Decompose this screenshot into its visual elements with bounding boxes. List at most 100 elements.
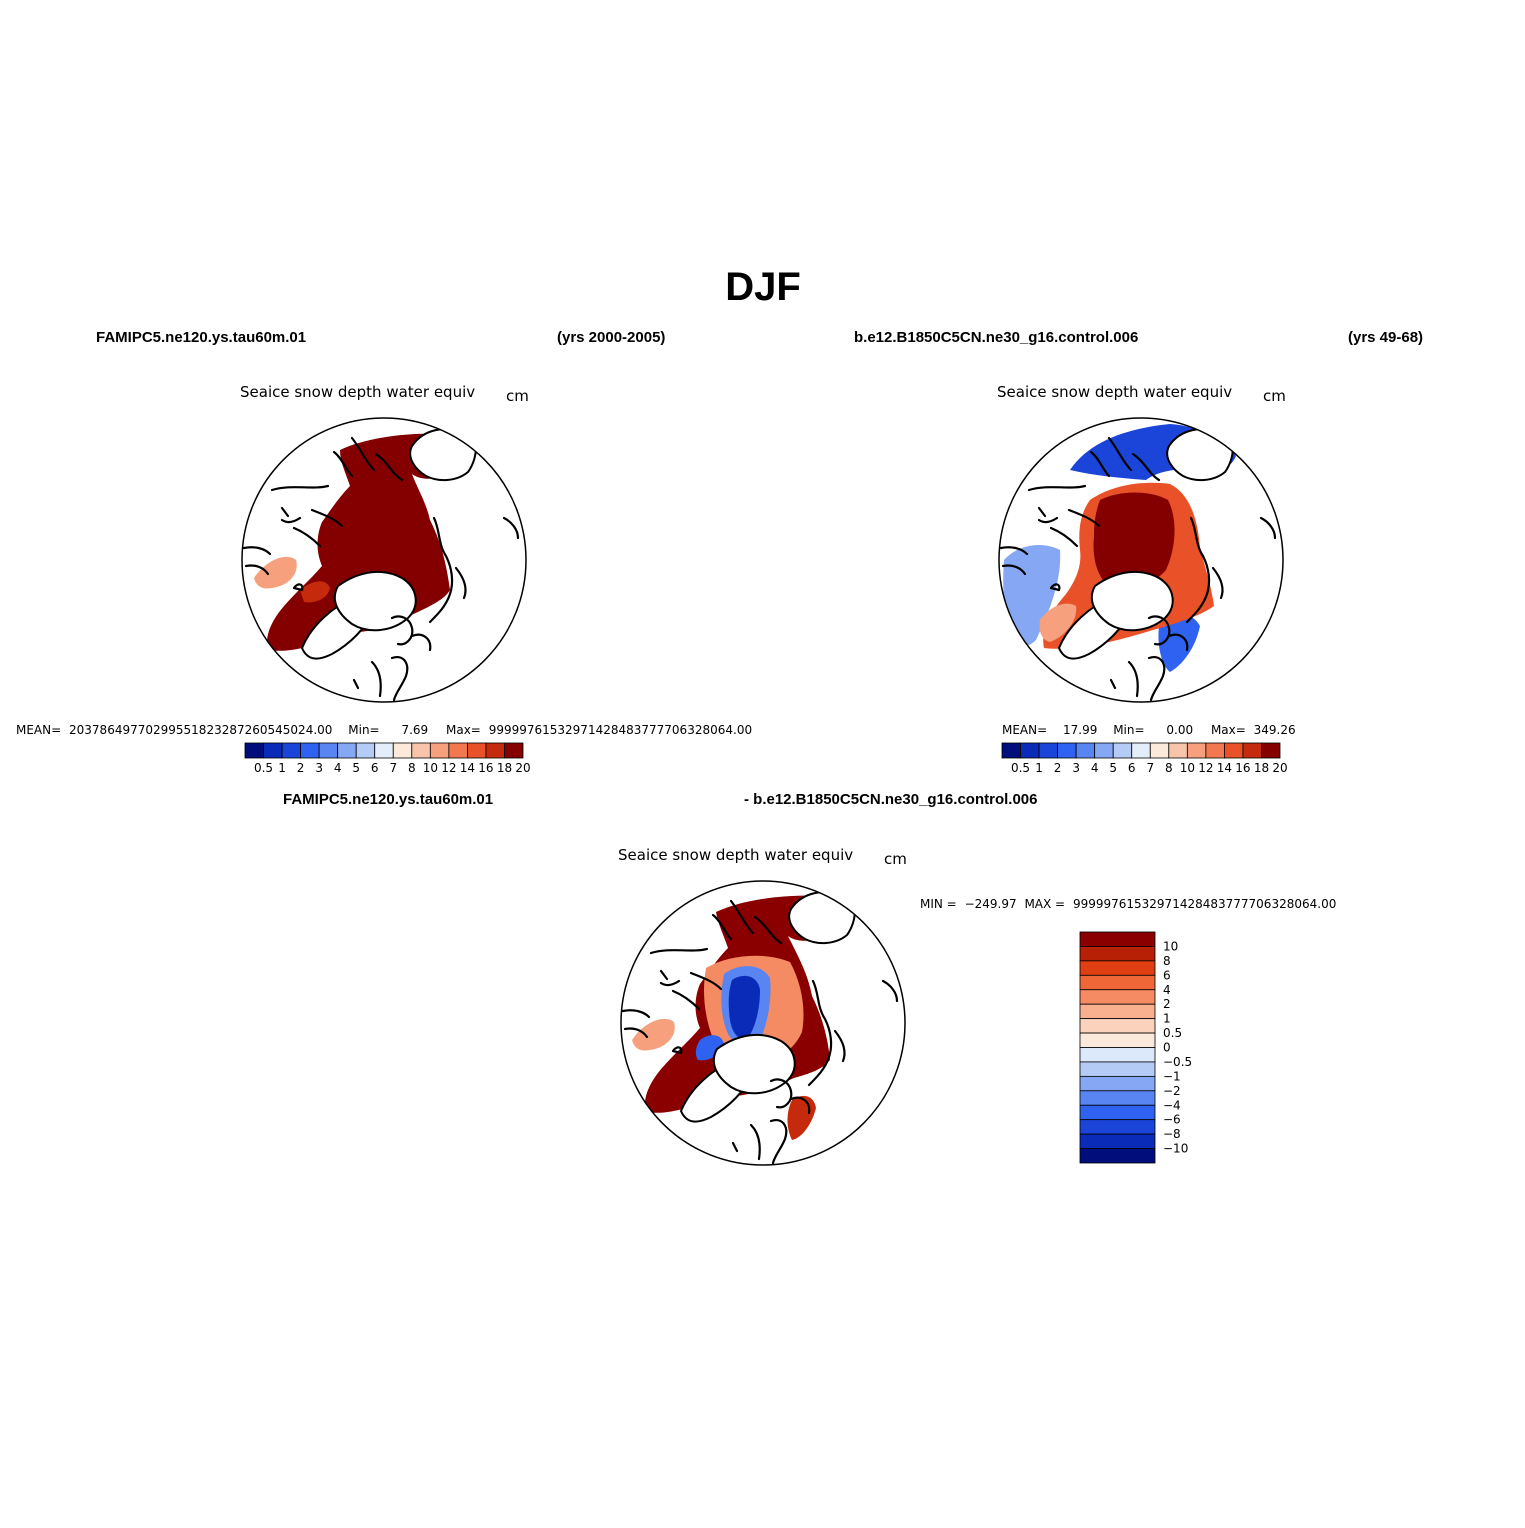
colorbar-cell <box>263 742 283 759</box>
panel-a-colorbar: 0.5 1 2 3 4 5 6 7 8 10 12 14 16 18 20 <box>244 742 531 775</box>
colorbar-cell <box>1205 742 1225 759</box>
colorbar-tick-label: 8 <box>408 761 416 775</box>
colorbar-cell <box>1079 1133 1156 1149</box>
colorbar-tick-label: 16 <box>478 761 493 775</box>
panel-a-min-label: Min= <box>348 723 379 737</box>
colorbar-cell <box>1079 1018 1156 1034</box>
colorbar-cell <box>411 742 431 759</box>
panel-b-case-label: b.e12.B1850C5CN.ne30_g16.control.006 <box>854 329 1138 346</box>
colorbar-tick-label: 14 <box>1217 761 1232 775</box>
panel-a-min-value: 7.69 <box>401 723 428 737</box>
panel-b-max-label: Max= <box>1211 723 1246 737</box>
colorbar-tick-label: −4 <box>1163 1098 1181 1112</box>
colorbar-tick-label: 10 <box>1180 761 1195 775</box>
colorbar-cell <box>1079 931 1156 947</box>
colorbar-cell <box>1038 742 1058 759</box>
panel-difference: FAMIPC5.ne120.ys.tau60m.01 - b.e12.B1850… <box>283 791 1336 1166</box>
colorbar-cell <box>1079 974 1156 991</box>
colorbar-tick-label: 1 <box>1163 1012 1171 1026</box>
panel-c-map <box>620 880 906 1166</box>
panel-c-variable-label: Seaice snow depth water equiv <box>618 846 853 864</box>
panel-c-max-value: 99999761532971428483777706328064.00 <box>1073 897 1336 911</box>
colorbar-cell <box>374 742 394 759</box>
colorbar-cell <box>466 742 487 759</box>
colorbar-tick-label: 14 <box>460 761 475 775</box>
figure-title: DJF <box>725 265 801 309</box>
panel-c-max-label: MAX = <box>1024 897 1065 911</box>
colorbar-cell <box>1079 1032 1156 1048</box>
colorbar-tick-label: 8 <box>1163 954 1171 968</box>
colorbar-tick-label: 12 <box>1198 761 1213 775</box>
colorbar-cell <box>1020 742 1040 759</box>
colorbar-cell <box>1079 1148 1156 1164</box>
colorbar-tick-label: 0.5 <box>1011 761 1030 775</box>
colorbar-cell <box>337 742 357 759</box>
panel-c-case-b-label: - b.e12.B1850C5CN.ne30_g16.control.006 <box>744 791 1037 808</box>
colorbar-cell <box>1224 742 1244 759</box>
colorbar-cell <box>1057 742 1077 759</box>
colorbar-tick-label: 18 <box>1254 761 1269 775</box>
panel-b-years-label: (yrs 49-68) <box>1348 329 1423 346</box>
colorbar-cell <box>355 742 376 759</box>
colorbar-cell <box>1079 1104 1156 1121</box>
colorbar-cell <box>318 742 339 759</box>
colorbar-tick-label: 2 <box>297 761 305 775</box>
panel-b-map-border <box>998 417 1284 703</box>
colorbar-cell <box>244 742 264 759</box>
panel-a-stats: MEAN= 20378649770299551823287260545024.0… <box>16 723 752 737</box>
colorbar-cell <box>1001 742 1021 759</box>
colorbar-cell <box>1075 742 1096 759</box>
colorbar-cell <box>1079 1119 1156 1135</box>
colorbar-tick-label: 1 <box>1035 761 1043 775</box>
colorbar-tick-label: −8 <box>1163 1127 1181 1141</box>
colorbar-cell <box>1149 742 1170 759</box>
colorbar-tick-label: 0 <box>1163 1041 1171 1055</box>
panel-b-max-value: 349.26 <box>1254 723 1296 737</box>
colorbar-cell <box>485 742 505 759</box>
colorbar-cell <box>300 742 320 759</box>
colorbar-tick-label: −10 <box>1163 1142 1188 1156</box>
colorbar-cell <box>1112 742 1133 759</box>
panel-a-map <box>241 417 527 703</box>
panel-b-mean-label: MEAN= <box>1002 723 1047 737</box>
colorbar-cell <box>1079 1090 1156 1106</box>
colorbar-tick-label: 1 <box>278 761 286 775</box>
panel-b-map <box>998 417 1284 703</box>
colorbar-cell <box>429 742 450 759</box>
colorbar-tick-label: 4 <box>1091 761 1099 775</box>
colorbar-tick-label: 6 <box>1163 968 1171 982</box>
colorbar-tick-label: 4 <box>1163 983 1171 997</box>
colorbar-cell <box>1079 960 1156 976</box>
colorbar-tick-label: 10 <box>423 761 438 775</box>
panel-a-years-label: (yrs 2000-2005) <box>557 329 665 346</box>
colorbar-tick-label: 2 <box>1054 761 1062 775</box>
panel-a-mean-value: 20378649770299551823287260545024.00 <box>69 723 332 737</box>
colorbar-tick-label: −6 <box>1163 1113 1181 1127</box>
panel-a-variable-label: Seaice snow depth water equiv <box>240 383 475 401</box>
colorbar-tick-label: 16 <box>1235 761 1250 775</box>
panel-control-case: FAMIPC5.ne120.ys.tau60m.01 (yrs 2000-200… <box>16 329 752 775</box>
panel-a-mean-label: MEAN= <box>16 723 61 737</box>
colorbar-tick-label: 2 <box>1163 997 1171 1011</box>
panel-b-mean-value: 17.99 <box>1063 723 1097 737</box>
panel-a-max-value: 99999761532971428483777706328064.00 <box>489 723 752 737</box>
colorbar-tick-label: 3 <box>1072 761 1080 775</box>
colorbar-tick-label: 10 <box>1163 939 1178 953</box>
colorbar-tick-label: 4 <box>334 761 342 775</box>
colorbar-cell <box>1079 1003 1156 1020</box>
colorbar-cell <box>1168 742 1188 759</box>
panel-c-map-border <box>620 880 906 1166</box>
colorbar-tick-label: 6 <box>371 761 379 775</box>
panel-c-case-a-label: FAMIPC5.ne120.ys.tau60m.01 <box>283 791 493 808</box>
colorbar-tick-label: 20 <box>515 761 530 775</box>
panel-c-min-label: MIN = <box>920 897 957 911</box>
colorbar-cell <box>1079 989 1156 1005</box>
panel-c-units-label: cm <box>884 850 907 868</box>
colorbar-tick-label: 6 <box>1128 761 1136 775</box>
panel-a-units-label: cm <box>506 387 529 405</box>
colorbar-cell <box>504 742 524 759</box>
colorbar-cell <box>1131 742 1151 759</box>
colorbar-cell <box>1186 742 1207 759</box>
colorbar-cell <box>1079 1075 1156 1092</box>
